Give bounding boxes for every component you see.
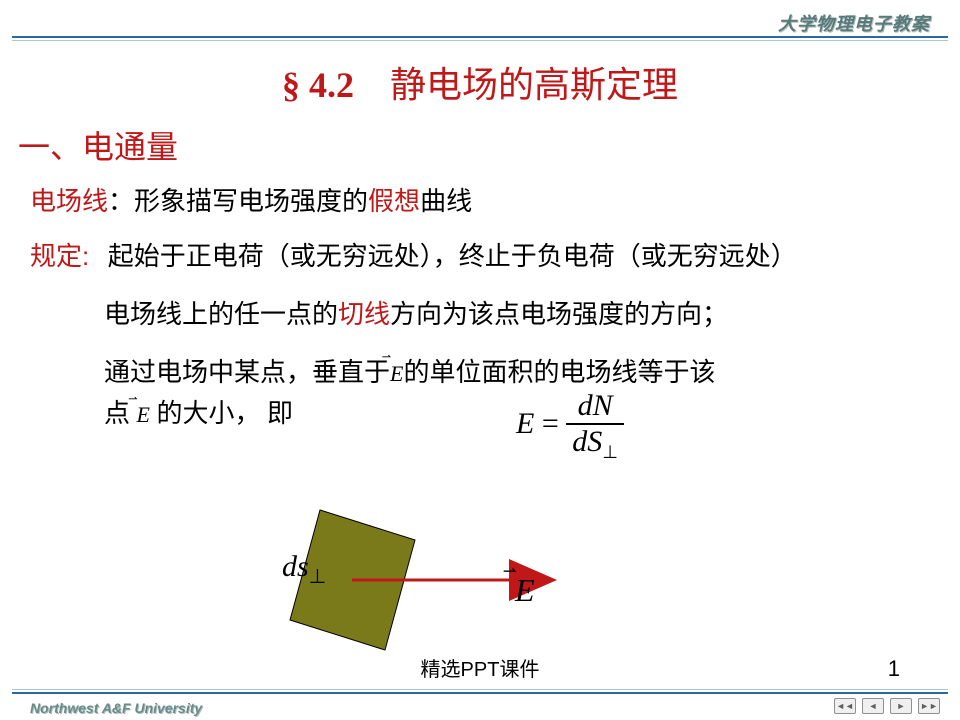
nav-controls: ◄◄ ◄ ► ►►: [834, 698, 940, 714]
field-line-label: 电场线: [30, 187, 108, 216]
e-label: ⃑E: [515, 572, 535, 609]
fraction: dN dS⊥: [566, 389, 624, 463]
line-2: 规定: 起始于正电荷（或无穷远处），终止于负电荷（或无穷远处）: [30, 234, 940, 279]
line-3: 电场线上的任一点的切线方向为该点电场强度的方向；: [104, 293, 940, 337]
e-vector-icon: ⃑E: [137, 397, 150, 432]
course-label: 大学物理电子教案: [778, 10, 930, 36]
section-number: § 4.2: [282, 65, 354, 105]
bottom-divider: [12, 689, 948, 694]
nav-last-button[interactable]: ►►: [918, 698, 940, 714]
footer-center: 精选PPT课件: [0, 653, 960, 682]
top-divider: [12, 36, 948, 41]
footer-university: Northwest A&F University: [30, 700, 202, 716]
formula-e-dn-ds: E = dN dS⊥: [180, 389, 960, 463]
page-title: § 4.2 静电场的高斯定理: [0, 56, 960, 108]
subsection-1: 一、电通量: [18, 122, 960, 168]
ds-label: ds⊥: [282, 550, 326, 589]
nav-next-button[interactable]: ►: [890, 698, 912, 714]
e-vector-icon: ⃑E: [390, 356, 403, 391]
nav-prev-button[interactable]: ◄: [862, 698, 884, 714]
line-1: 电场线：形象描写电场强度的假想曲线: [30, 180, 940, 224]
page-number: 1: [888, 656, 900, 682]
header: 大学物理电子教案: [0, 0, 960, 38]
diagram-svg: [270, 490, 690, 660]
nav-first-button[interactable]: ◄◄: [834, 698, 856, 714]
title-text: 静电场的高斯定理: [390, 65, 678, 105]
diagram-field-surface: ds⊥ ⃑E: [270, 490, 690, 660]
rule-label: 规定: [30, 242, 82, 271]
